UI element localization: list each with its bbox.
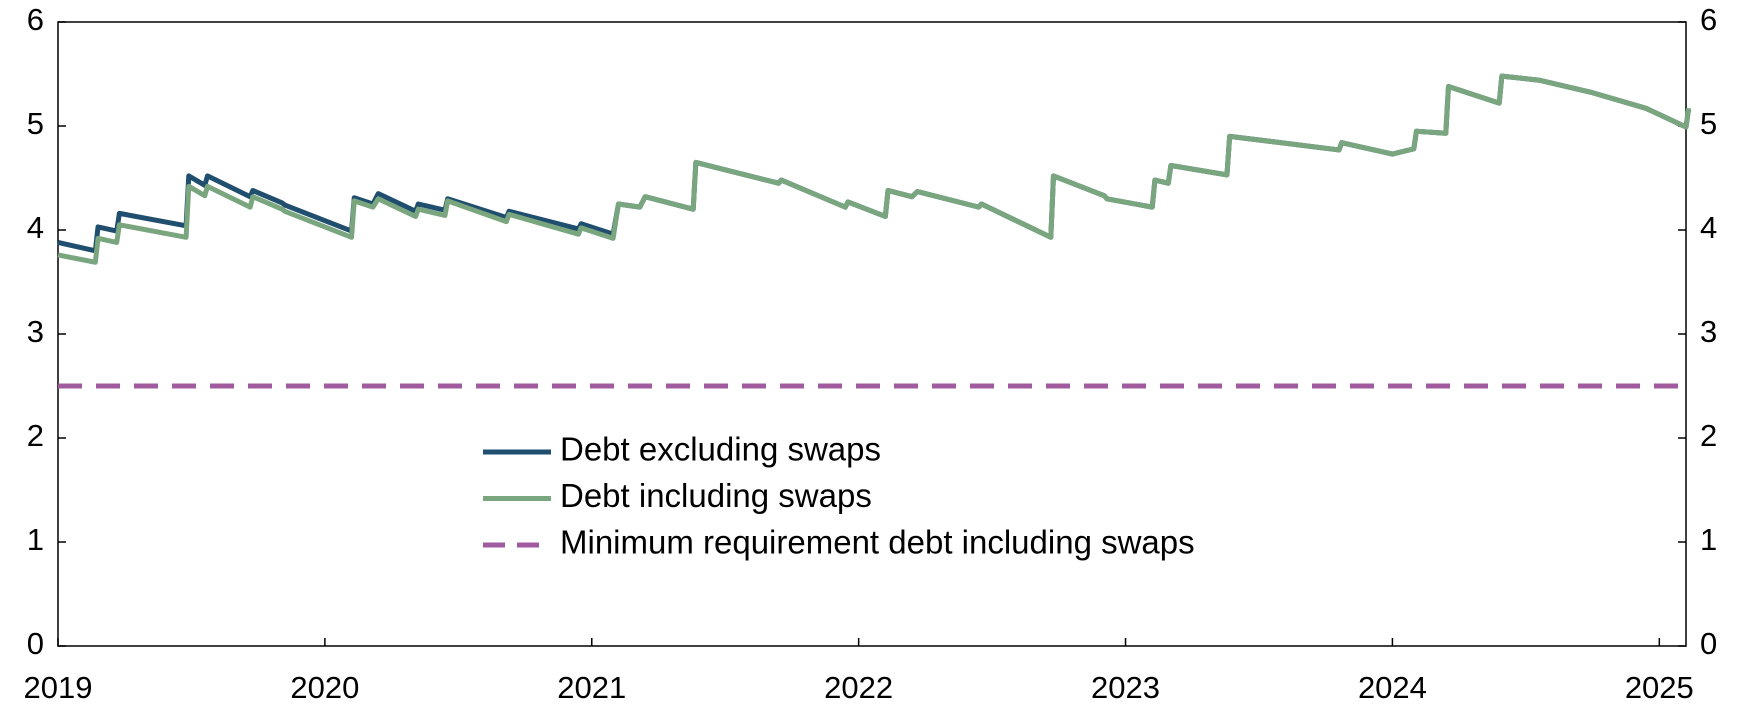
- y-tick-label: 6: [27, 2, 44, 37]
- y-tick-label-right: 3: [1700, 314, 1717, 349]
- x-tick-label: 2023: [1091, 670, 1160, 705]
- y-tick-label-right: 0: [1700, 626, 1717, 661]
- x-tick-label: 2024: [1358, 670, 1427, 705]
- y-tick-label-right: 5: [1700, 106, 1717, 141]
- y-tick-label-right: 2: [1700, 418, 1717, 453]
- x-tick-label: 2020: [290, 670, 359, 705]
- series-line: [57, 73, 1692, 254]
- y-tick-label: 3: [27, 314, 44, 349]
- x-tick-label: 2025: [1625, 670, 1694, 705]
- y-tick-label: 4: [27, 210, 44, 245]
- y-tick-label: 5: [27, 106, 44, 141]
- x-tick-label: 2021: [557, 670, 626, 705]
- y-tick-label: 1: [27, 522, 44, 557]
- series-line: [57, 73, 1692, 265]
- x-tick-label: 2022: [824, 670, 893, 705]
- x-tick-label: 2019: [24, 670, 93, 705]
- y-tick-label-right: 6: [1700, 2, 1717, 37]
- y-tick-label: 0: [27, 626, 44, 661]
- y-tick-label: 2: [27, 418, 44, 453]
- legend-label: Debt including swaps: [560, 477, 872, 514]
- legend-label: Minimum requirement debt including swaps: [560, 524, 1195, 561]
- legend-label: Debt excluding swaps: [560, 431, 881, 468]
- y-tick-label-right: 1: [1700, 522, 1717, 557]
- y-tick-label-right: 4: [1700, 210, 1717, 245]
